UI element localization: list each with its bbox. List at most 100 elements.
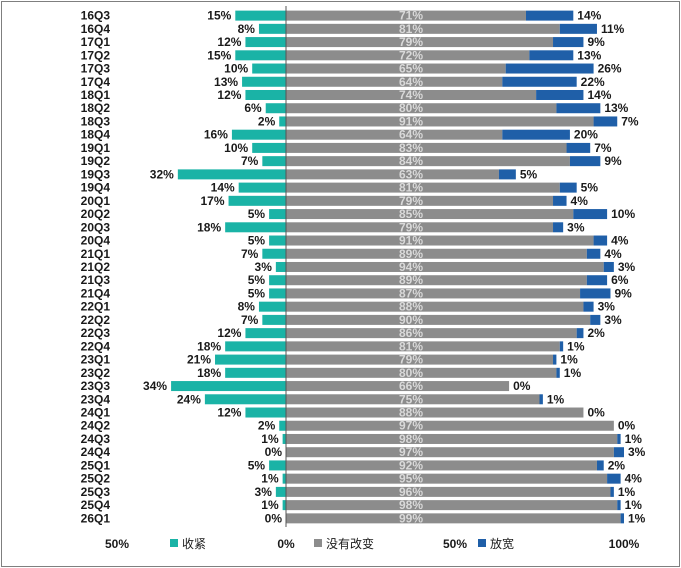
unchanged-value-label: 66% bbox=[399, 379, 423, 393]
unchanged-value-label: 81% bbox=[399, 181, 423, 195]
category-label: 19Q3 bbox=[81, 167, 111, 181]
tighten-value-label: 0% bbox=[265, 511, 283, 525]
ease-value-label: 4% bbox=[571, 194, 589, 208]
tighten-value-label: 15% bbox=[207, 48, 231, 62]
tighten-bar bbox=[282, 433, 286, 444]
ease-bar bbox=[525, 10, 574, 21]
ease-value-label: 14% bbox=[587, 88, 611, 102]
tighten-value-label: 2% bbox=[258, 114, 276, 128]
tighten-bar bbox=[245, 328, 286, 339]
tighten-bar bbox=[177, 169, 286, 180]
ease-value-label: 6% bbox=[611, 273, 629, 287]
ease-bar bbox=[617, 433, 621, 444]
unchanged-bar bbox=[286, 288, 581, 299]
ease-value-label: 1% bbox=[560, 353, 578, 367]
unchanged-value-label: 89% bbox=[399, 247, 423, 261]
category-label: 17Q4 bbox=[81, 75, 111, 89]
unchanged-value-label: 94% bbox=[399, 260, 423, 274]
ease-value-label: 4% bbox=[625, 472, 643, 486]
category-label: 18Q3 bbox=[81, 114, 111, 128]
tighten-value-label: 1% bbox=[261, 472, 279, 486]
unchanged-value-label: 98% bbox=[399, 498, 423, 512]
tighten-bar bbox=[235, 50, 286, 61]
ease-value-label: 14% bbox=[577, 9, 601, 23]
unchanged-bar bbox=[286, 129, 503, 140]
tighten-bar bbox=[282, 500, 286, 511]
ease-value-label: 3% bbox=[567, 220, 585, 234]
tighten-value-label: 24% bbox=[177, 392, 201, 406]
unchanged-value-label: 91% bbox=[399, 114, 423, 128]
legend-label: 没有改变 bbox=[326, 536, 374, 551]
tighten-value-label: 14% bbox=[211, 181, 235, 195]
unchanged-value-label: 79% bbox=[399, 35, 423, 49]
tighten-value-label: 12% bbox=[217, 406, 241, 420]
unchanged-bar bbox=[286, 222, 554, 233]
ease-value-label: 1% bbox=[567, 339, 585, 353]
ease-value-label: 1% bbox=[625, 432, 643, 446]
ease-value-label: 1% bbox=[564, 366, 582, 380]
unchanged-bar bbox=[286, 433, 618, 444]
tighten-value-label: 1% bbox=[261, 498, 279, 512]
ease-value-label: 10% bbox=[611, 207, 635, 221]
unchanged-value-label: 79% bbox=[399, 194, 423, 208]
tighten-bar bbox=[262, 156, 286, 167]
unchanged-bar bbox=[286, 473, 608, 484]
category-label: 20Q1 bbox=[81, 194, 111, 208]
unchanged-value-label: 79% bbox=[399, 353, 423, 367]
unchanged-bar bbox=[286, 301, 584, 312]
ease-bar bbox=[553, 222, 564, 233]
ease-value-label: 26% bbox=[598, 62, 622, 76]
legend-swatch bbox=[478, 539, 486, 547]
tighten-value-label: 7% bbox=[241, 154, 259, 168]
ease-value-label: 2% bbox=[608, 458, 626, 472]
unchanged-value-label: 84% bbox=[399, 154, 423, 168]
unchanged-value-label: 88% bbox=[399, 300, 423, 314]
unchanged-bar bbox=[286, 261, 604, 272]
category-label: 17Q2 bbox=[81, 48, 111, 62]
tighten-bar bbox=[231, 129, 286, 140]
ease-value-label: 0% bbox=[618, 419, 636, 433]
ease-value-label: 9% bbox=[614, 286, 632, 300]
x-tick-label: 50% bbox=[105, 537, 129, 551]
unchanged-bar bbox=[286, 367, 557, 378]
ease-value-label: 1% bbox=[625, 498, 643, 512]
unchanged-value-label: 86% bbox=[399, 326, 423, 340]
unchanged-bar bbox=[286, 420, 614, 431]
ease-value-label: 0% bbox=[513, 379, 531, 393]
tighten-bar bbox=[275, 486, 286, 497]
tighten-value-label: 3% bbox=[255, 485, 273, 499]
unchanged-bar bbox=[286, 381, 510, 392]
ease-bar bbox=[576, 328, 584, 339]
unchanged-value-label: 98% bbox=[399, 432, 423, 446]
legend-label: 放宽 bbox=[490, 536, 514, 551]
ease-value-label: 2% bbox=[587, 326, 605, 340]
ease-value-label: 3% bbox=[628, 445, 646, 459]
unchanged-bar bbox=[286, 460, 597, 471]
unchanged-value-label: 91% bbox=[399, 234, 423, 248]
category-label: 24Q3 bbox=[81, 432, 111, 446]
unchanged-bar bbox=[286, 314, 591, 325]
ease-value-label: 20% bbox=[574, 128, 598, 142]
category-label: 20Q4 bbox=[81, 234, 111, 248]
ease-bar bbox=[596, 460, 604, 471]
category-label: 17Q3 bbox=[81, 62, 111, 76]
tighten-value-label: 2% bbox=[258, 419, 276, 433]
ease-value-label: 5% bbox=[581, 181, 599, 195]
unchanged-bar bbox=[286, 248, 587, 259]
tighten-bar bbox=[279, 116, 286, 127]
unchanged-value-label: 63% bbox=[399, 167, 423, 181]
tighten-value-label: 18% bbox=[197, 339, 221, 353]
category-label: 18Q1 bbox=[81, 88, 111, 102]
unchanged-value-label: 96% bbox=[399, 485, 423, 499]
tighten-value-label: 7% bbox=[241, 313, 259, 327]
unchanged-bar bbox=[286, 513, 621, 524]
x-tick-label: 0% bbox=[277, 537, 295, 551]
ease-bar bbox=[502, 129, 570, 140]
unchanged-value-label: 81% bbox=[399, 339, 423, 353]
unchanged-bar bbox=[286, 275, 587, 286]
category-label: 20Q2 bbox=[81, 207, 111, 221]
ease-bar bbox=[553, 354, 557, 365]
unchanged-bar bbox=[286, 407, 584, 418]
ease-value-label: 3% bbox=[604, 313, 622, 327]
unchanged-bar bbox=[286, 89, 537, 100]
